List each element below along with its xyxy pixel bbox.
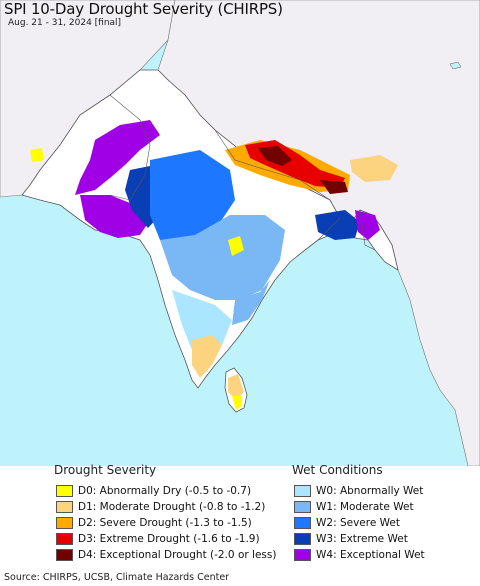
- legend-item-w2: W2: Severe Wet: [294, 516, 400, 530]
- swatch-d2: [56, 517, 73, 529]
- legend-item-d3: D3: Extreme Drought (-1.6 to -1.9): [56, 532, 260, 546]
- d1-north: [350, 155, 398, 182]
- swatch-w2: [294, 517, 311, 529]
- legend-item-w1: W1: Moderate Wet: [294, 500, 414, 514]
- legend-item-w3: W3: Extreme Wet: [294, 532, 408, 546]
- d0-west-coast: [30, 148, 44, 162]
- legend-item-d0: D0: Abnormally Dry (-0.5 to -0.7): [56, 484, 251, 498]
- legend-label-d1: D1: Moderate Drought (-0.8 to -1.2): [78, 501, 266, 513]
- w2-central: [150, 150, 235, 245]
- w4-pakistan: [75, 120, 160, 195]
- legend-label-d0: D0: Abnormally Dry (-0.5 to -0.7): [78, 485, 252, 497]
- swatch-w0: [294, 485, 311, 497]
- d4-nepal: [258, 146, 292, 166]
- legend-label-w4: W4: Exceptional Wet: [316, 549, 425, 561]
- w1-central-india: [160, 215, 285, 300]
- legend-label-d4: D4: Exceptional Drought (-2.0 or less): [78, 549, 277, 561]
- legend-label-w2: W2: Severe Wet: [316, 517, 400, 529]
- legend-item-w0: W0: Abnormally Wet: [294, 484, 423, 498]
- legend-item-w4: W4: Exceptional Wet: [294, 548, 425, 562]
- swatch-d1: [56, 501, 73, 513]
- lake: [449, 61, 462, 70]
- w3-bangladesh: [315, 210, 360, 240]
- legend-label-w1: W1: Moderate Wet: [316, 501, 414, 513]
- country-borders: [109, 94, 376, 251]
- wet-legend-heading: Wet Conditions: [292, 463, 383, 477]
- legend-label-d3: D3: Extreme Drought (-1.6 to -1.9): [78, 533, 260, 545]
- d0-deccan: [228, 236, 244, 256]
- swatch-d4: [56, 549, 73, 561]
- legend-label-w3: W3: Extreme Wet: [316, 533, 408, 545]
- swatch-w4: [294, 549, 311, 561]
- legend-label-w0: W0: Abnormally Wet: [316, 485, 424, 497]
- drought-legend-heading: Drought Severity: [54, 463, 157, 477]
- legend-label-d2: D2: Severe Drought (-1.3 to -1.5): [78, 517, 252, 529]
- legend-item-d2: D2: Severe Drought (-1.3 to -1.5): [56, 516, 252, 530]
- w1-east-coast: [232, 280, 270, 325]
- map-title: SPI 10-Day Drought Severity (CHIRPS): [4, 0, 283, 18]
- swatch-d3: [56, 533, 73, 545]
- drought-map: [0, 0, 480, 466]
- map-subtitle: Aug. 21 - 31, 2024 [final]: [8, 18, 122, 28]
- d0-sri-lanka: [232, 396, 242, 410]
- swatch-w3: [294, 533, 311, 545]
- swatch-d0: [56, 485, 73, 497]
- d1-sri-lanka: [228, 374, 244, 400]
- legend-item-d4: D4: Exceptional Drought (-2.0 or less): [56, 548, 276, 562]
- d1-south: [192, 335, 222, 378]
- source-credit: Source: CHIRPS, UCSB, Climate Hazards Ce…: [4, 572, 230, 583]
- d4-bihar: [320, 180, 348, 194]
- swatch-w1: [294, 501, 311, 513]
- legend-item-d1: D1: Moderate Drought (-0.8 to -1.2): [56, 500, 265, 514]
